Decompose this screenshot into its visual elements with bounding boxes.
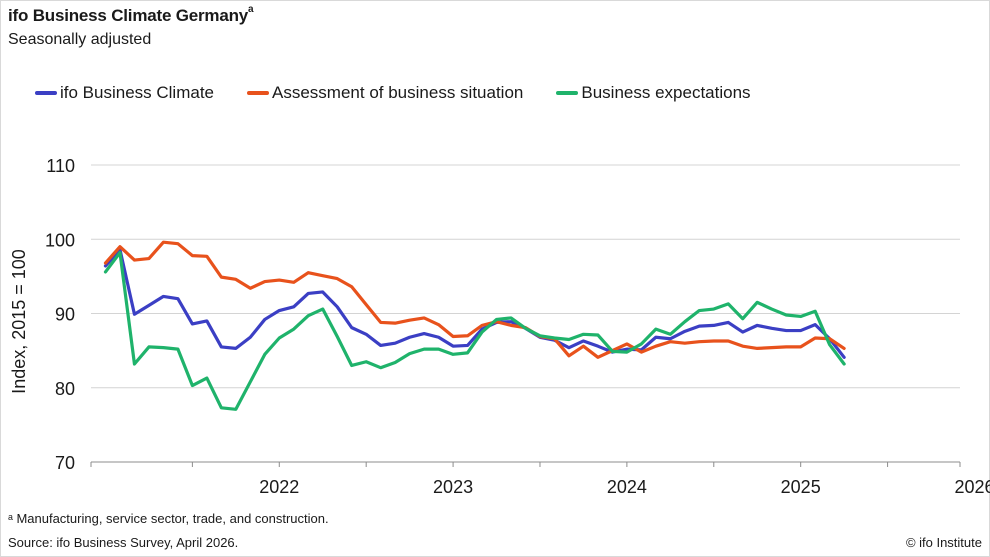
legend: ifo Business Climate Assessment of busin… xyxy=(35,83,784,103)
legend-label-expectations: Business expectations xyxy=(581,83,751,102)
y-tick-label-70: 70 xyxy=(55,453,75,473)
x-tick-label-2024: 2024 xyxy=(607,477,647,497)
footnote: ᵃ Manufacturing, service sector, trade, … xyxy=(8,511,329,526)
y-tick-label-110: 110 xyxy=(46,156,75,176)
y-tick-label-90: 90 xyxy=(55,305,75,325)
y-tick-label-100: 100 xyxy=(45,230,75,250)
series-line-0 xyxy=(103,248,846,359)
chart-title: ifo Business Climate Germanya xyxy=(8,4,254,25)
y-axis-label: Index, 2015 = 100 xyxy=(9,249,29,394)
legend-swatch-climate xyxy=(35,91,57,95)
credit-note: © ifo Institute xyxy=(905,535,982,550)
x-tick-label-2022: 2022 xyxy=(259,477,299,497)
legend-item-expectations: Business expectations xyxy=(556,83,751,103)
x-tick-label-2025: 2025 xyxy=(781,477,821,497)
legend-item-situation: Assessment of business situation xyxy=(247,83,523,103)
title-superscript: a xyxy=(248,4,254,16)
legend-label-climate: ifo Business Climate xyxy=(60,83,215,102)
legend-swatch-expectations xyxy=(556,91,579,95)
series-line-1 xyxy=(103,240,846,359)
x-tick-label-2026: 2026 xyxy=(954,477,990,497)
source-note: Source: ifo Business Survey, April 2026. xyxy=(8,535,239,550)
legend-swatch-situation xyxy=(247,91,270,95)
series-line-2 xyxy=(103,251,846,411)
y-tick-label-80: 80 xyxy=(55,379,75,399)
chart-subtitle: Seasonally adjusted xyxy=(8,31,152,48)
legend-item-climate: ifo Business Climate xyxy=(35,83,214,103)
x-tick-label-2023: 2023 xyxy=(433,477,473,497)
legend-label-situation: Assessment of business situation xyxy=(272,83,524,102)
